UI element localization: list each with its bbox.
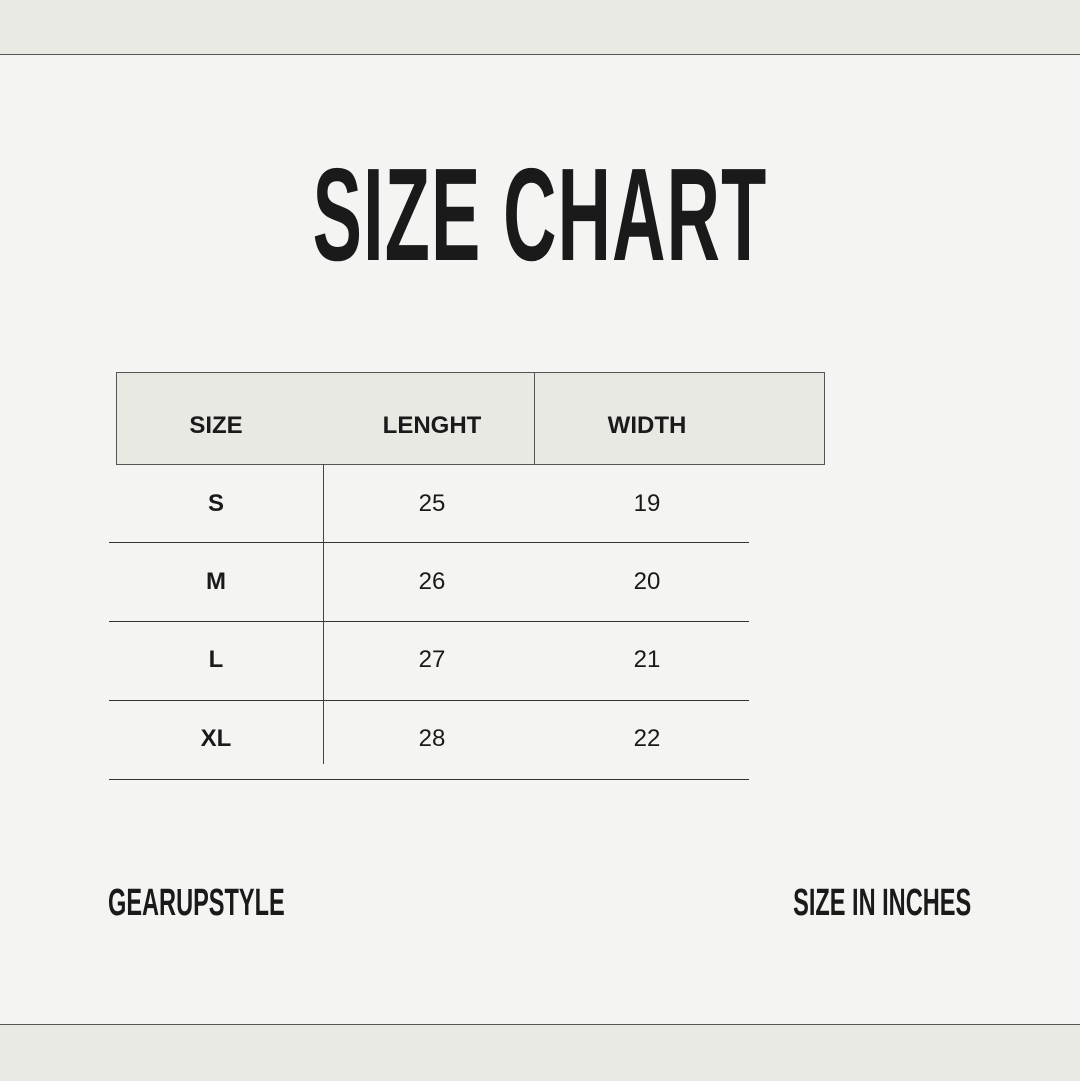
header-divider [534,373,535,464]
size-cell: XL [200,725,232,752]
page-title: SIZE CHART [0,141,1080,288]
size-cell: L [208,646,224,673]
width-cell: 20 [633,568,661,595]
size-cell: M [206,568,226,595]
size-cell: S [207,490,224,517]
width-cell: 22 [633,725,661,752]
row-divider [109,700,749,701]
length-cell: 26 [418,568,446,595]
header-width: WIDTH [607,412,687,439]
title-text: SIZE CHART [312,141,768,288]
unit-note: SIZE IN INCHES [792,882,971,924]
bottom-band [0,1024,1080,1081]
top-band [0,0,1080,55]
row-divider [109,779,749,780]
table-header [116,372,825,465]
header-length: LENGHT [382,412,482,439]
row-divider [109,621,749,622]
brand-label: GEARUPSTYLE [108,882,285,924]
width-cell: 21 [633,646,661,673]
width-cell: 19 [633,490,661,517]
length-cell: 27 [418,646,446,673]
row-divider [109,542,749,543]
header-size: SIZE [189,412,243,439]
length-cell: 28 [418,725,446,752]
length-cell: 25 [418,490,446,517]
column-divider [323,464,324,764]
